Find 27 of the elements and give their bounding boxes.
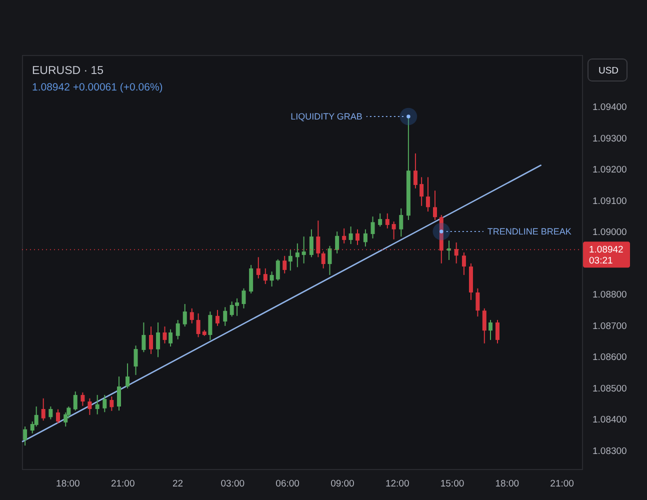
y-tick-label: 1.08700 <box>592 320 627 332</box>
x-tick-label: 09:00 <box>330 478 354 490</box>
x-tick-label: 15:00 <box>440 478 464 490</box>
x-tick-label: 12:00 <box>385 478 410 490</box>
text: EURUSD · 15 <box>32 65 104 77</box>
y-axis-title: USD <box>598 66 619 76</box>
y-tick-label: 1.08300 <box>592 446 627 457</box>
y-tick-label: 1.09000 <box>592 227 627 238</box>
x-tick-label: 18:00 <box>56 478 80 490</box>
y-tick-label: 1.08400 <box>592 414 627 426</box>
y-tick-label: 1.09200 <box>592 164 627 176</box>
x-tick-label: 21:00 <box>550 478 574 490</box>
ref-line-label: 1.08942 03:21 <box>589 244 624 267</box>
y-tick-label: 1.08800 <box>592 290 627 301</box>
y-tick-label: 1.09100 <box>592 196 627 207</box>
text: 1.08942 +0.00061 (+0.06%) <box>32 82 163 94</box>
x-tick-label: 18:00 <box>495 478 520 490</box>
x-tick-label: 06:00 <box>276 478 300 490</box>
y-tick-label: 1.08600 <box>592 352 627 364</box>
x-tick-label: 22 <box>172 478 184 490</box>
annotation: TRENDLINE BREAK <box>487 226 572 237</box>
x-tick-label: 03:00 <box>220 478 245 490</box>
y-tick-label: 1.08500 <box>592 383 627 394</box>
y-tick-label: 1.09300 <box>592 133 627 144</box>
annotation: LIQUIDITY GRAB <box>290 112 362 122</box>
x-tick-label: 21:00 <box>110 478 135 490</box>
y-tick-label: 1.09400 <box>592 102 627 114</box>
